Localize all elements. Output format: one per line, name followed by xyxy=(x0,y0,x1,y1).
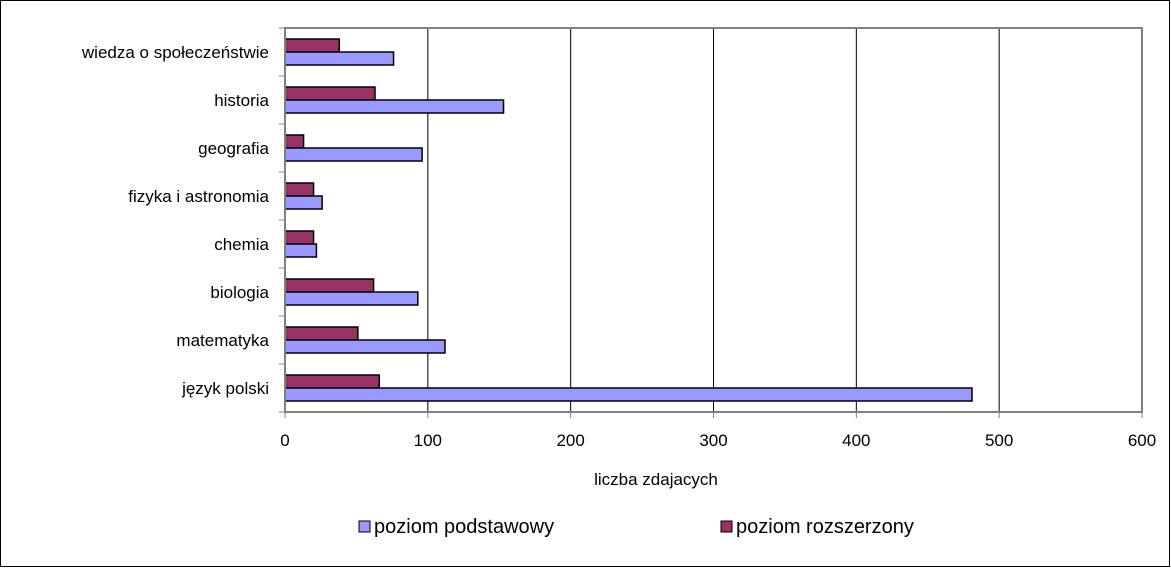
bar-poziom-podstawowy xyxy=(284,195,323,210)
bar-poziom-podstawowy xyxy=(284,387,973,402)
x-axis-title: liczba zdajacych xyxy=(594,470,718,489)
x-tick-label: 100 xyxy=(414,431,442,450)
legend-swatch xyxy=(720,520,733,533)
x-tick-label: 500 xyxy=(985,431,1013,450)
bar-poziom-podstawowy xyxy=(284,99,505,114)
bar-poziom-rozszerzony xyxy=(284,86,376,101)
bar-poziom-rozszerzony xyxy=(284,182,315,197)
bar-poziom-podstawowy xyxy=(284,243,318,258)
gridlines xyxy=(285,28,1143,412)
x-tick-label: 200 xyxy=(556,431,584,450)
bar-poziom-rozszerzony xyxy=(284,134,305,149)
bar-poziom-rozszerzony xyxy=(284,374,381,389)
bar-poziom-rozszerzony xyxy=(284,278,375,293)
bar-poziom-podstawowy xyxy=(284,51,395,66)
x-tick-label: 300 xyxy=(699,431,727,450)
plot-border xyxy=(284,27,1143,413)
bar-poziom-rozszerzony xyxy=(284,230,315,245)
bar-poziom-podstawowy xyxy=(284,339,446,354)
legend: poziom podstawowy poziom rozszerzony xyxy=(358,516,914,538)
x-tick-label: 600 xyxy=(1128,431,1156,450)
bar-poziom-rozszerzony xyxy=(284,38,341,53)
legend-swatch xyxy=(358,520,371,533)
x-tick-label: 400 xyxy=(842,431,870,450)
labels: 0 100 200 300 400 500 600 wiedza o społeczeństw… xyxy=(81,43,1156,450)
category-label: wiedza o społeczeństwie xyxy=(81,43,269,62)
bar-poziom-rozszerzony xyxy=(284,326,359,341)
category-label: język polski xyxy=(181,379,269,398)
category-label: biologia xyxy=(210,283,269,302)
legend-label: poziom podstawowy xyxy=(374,516,554,538)
category-label: matematyka xyxy=(176,331,269,350)
bar-poziom-podstawowy xyxy=(284,291,419,306)
x-tick-label: 0 xyxy=(280,431,289,450)
category-label: geografia xyxy=(198,139,269,158)
axes xyxy=(279,27,1143,418)
bar-poziom-podstawowy xyxy=(284,147,423,162)
category-label: historia xyxy=(214,91,269,110)
category-label: fizyka i astronomia xyxy=(128,187,269,206)
legend-label: poziom rozszerzony xyxy=(736,516,914,538)
category-label: chemia xyxy=(214,235,269,254)
